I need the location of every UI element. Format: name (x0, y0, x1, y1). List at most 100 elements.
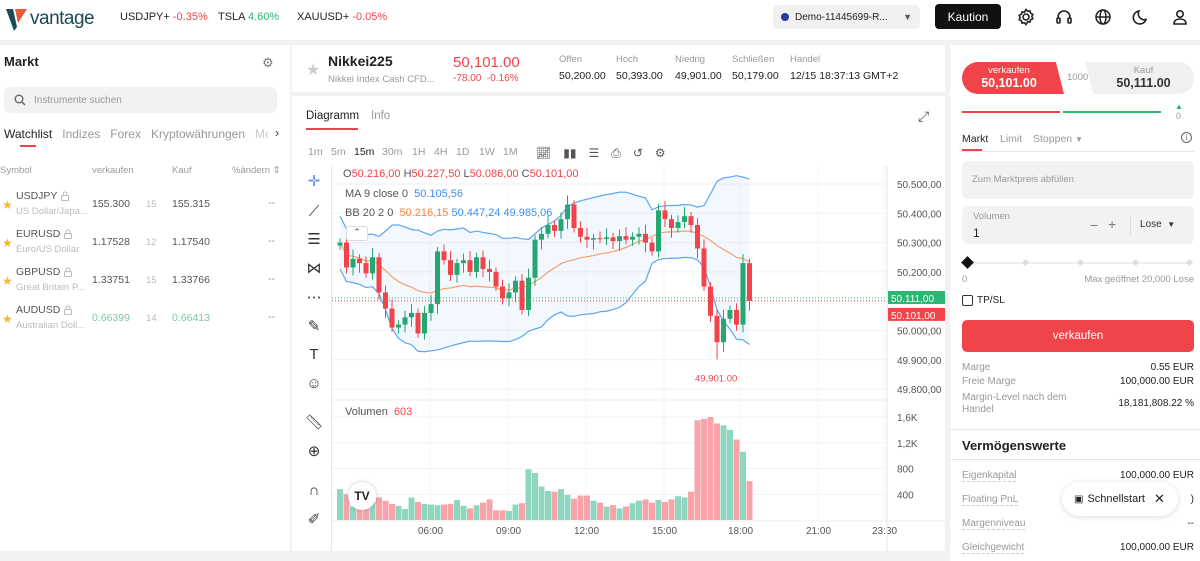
stat-value: 49,901.00 (675, 70, 722, 82)
volume-bar (512, 504, 519, 520)
price-input[interactable]: Zum Marktpreis abfüllen (962, 161, 1194, 199)
instrument-search-input[interactable]: Instrumente suchen (4, 87, 277, 113)
unit-select[interactable]: Lose ▼ (1140, 219, 1175, 230)
symbol-desc: Australian Doll... (16, 320, 86, 331)
crosshair-icon[interactable]: ✛ (307, 173, 321, 190)
minus-button[interactable]: − (1090, 217, 1099, 233)
candle (669, 219, 674, 228)
volume-bar (733, 439, 740, 520)
brush-icon[interactable]: ✎ (307, 318, 321, 335)
chevron-right-icon[interactable]: › (270, 125, 284, 140)
horizontal-lines-icon[interactable]: ☰ (307, 231, 321, 248)
volume-input[interactable]: 1 (973, 226, 980, 240)
pattern-icon[interactable]: ⋈ (306, 260, 322, 277)
candle (500, 286, 505, 299)
assets-title: Vermögenswerte (962, 438, 1067, 453)
tab-krypto[interactable]: Kryptowährungen (150, 127, 246, 141)
timeframe-1m[interactable]: 1m (308, 146, 323, 158)
close-icon[interactable]: ✕ (1153, 491, 1165, 506)
magnet-icon[interactable]: ∩ (308, 481, 320, 499)
timeframe-4H[interactable]: 4H (434, 146, 448, 158)
tab-diagramm[interactable]: Diagramm (306, 110, 360, 122)
tab-info[interactable]: Info (371, 110, 391, 122)
fib-icon[interactable]: ⋯ (306, 289, 322, 306)
tradingview-logo[interactable]: TV (348, 482, 376, 510)
ruler-icon[interactable]: 📏︎ (304, 414, 324, 431)
trendline-icon[interactable]: ⟋ (308, 202, 320, 220)
list-icon[interactable]: ☰ (588, 146, 600, 160)
favorite-star-icon[interactable]: ★ (2, 274, 13, 288)
price-chart[interactable]: 50.500,00 50.400,00 50.300,00 50.200,00 50.0… (332, 166, 945, 551)
candle-type-icon[interactable]: ▮▮ (563, 146, 577, 160)
tab-forex[interactable]: Forex (110, 127, 141, 141)
tab-markt[interactable]: Markt (962, 133, 989, 145)
ticker-xauusd[interactable]: XAUUSD+ -0.05% (297, 11, 387, 23)
zoom-in-icon[interactable]: ⊕ (307, 443, 321, 460)
timeframe-15m[interactable]: 15m (354, 146, 375, 158)
undo-icon[interactable]: ↺ (632, 146, 643, 160)
buy-price-button[interactable]: Kauf 50,111.00 (1085, 62, 1194, 94)
candle (591, 238, 596, 240)
ma-legend[interactable]: MA 9 close 0 50.105,56 (345, 188, 463, 200)
favorite-star-icon[interactable]: ★ (306, 62, 321, 79)
moon-icon[interactable] (1129, 5, 1153, 29)
quickstart-popup[interactable]: ▣ Schnellstart ✕ (1062, 482, 1178, 516)
symbol: GBPUSD (16, 266, 61, 278)
lock-draw-icon[interactable]: ✐ (307, 511, 321, 528)
timeframe-1W[interactable]: 1W (479, 146, 495, 158)
user-icon[interactable] (1168, 5, 1192, 29)
collapse-legend-button[interactable]: ⌃ (346, 226, 368, 241)
spread: 15 (146, 275, 157, 286)
asset-value: -- (1187, 518, 1194, 529)
brand-logo[interactable]: vantage (6, 7, 95, 31)
watchlist-row[interactable]: ★ USDJPY US Dollar/Japa... 155.300 15 15… (0, 185, 290, 223)
price-tick: 50.500,00 (897, 180, 942, 191)
submit-sell-button[interactable]: verkaufen (962, 320, 1194, 352)
tab-stoppen[interactable]: Stoppen ▼ (1033, 133, 1083, 145)
timeframe-1M[interactable]: 1M (503, 146, 518, 158)
favorite-star-icon[interactable]: ★ (2, 236, 13, 250)
sell-sentiment-bar (962, 111, 1060, 113)
market-panel: Markt ⚙ Instrumente suchen Watchlist Ind… (0, 45, 290, 551)
triangle-up-icon: ▲ (1175, 102, 1183, 111)
ticker-tsla[interactable]: TSLA 4.60% (218, 11, 279, 23)
tpsl-checkbox[interactable] (962, 295, 973, 306)
col-change[interactable]: %ändern ⇕ (232, 165, 281, 176)
favorite-star-icon[interactable]: ★ (2, 198, 13, 212)
sell-price: 50,101.00 (981, 76, 1037, 90)
timeframe-1H[interactable]: 1H (412, 146, 426, 158)
volume-bar (434, 505, 441, 520)
tab-indizes[interactable]: Indizes (62, 127, 101, 141)
volume-bar (376, 497, 382, 520)
timeframe-30m[interactable]: 30m (382, 146, 403, 158)
chart-settings-icon[interactable]: ⚙ (654, 146, 666, 160)
text-icon[interactable]: T (309, 345, 319, 363)
tab-more[interactable]: Me (255, 127, 268, 141)
timeframe-1D[interactable]: 1D (456, 146, 470, 158)
timeframe-5m[interactable]: 5m (331, 146, 346, 158)
watchlist-row[interactable]: ★ EURUSD Euro/US Dollar 1.17528 12 1.175… (0, 223, 290, 261)
headset-icon[interactable] (1052, 5, 1076, 29)
deposit-button[interactable]: Kaution (935, 4, 1001, 29)
ticker-usdjpy[interactable]: USDJPY+ -0.35% (120, 11, 208, 23)
tab-limit[interactable]: Limit (1000, 133, 1023, 145)
sell-price-button[interactable]: verkaufen 50,101.00 (962, 62, 1064, 94)
account-select[interactable]: Demo-11445699-R... ▼ (773, 5, 920, 29)
indicators-icon[interactable]: 📈︎ (536, 146, 552, 160)
favorite-star-icon[interactable]: ★ (2, 312, 13, 326)
expand-icon[interactable]: ⤢ (918, 108, 930, 124)
tab-watchlist[interactable]: Watchlist (4, 127, 53, 141)
market-settings-gear-icon[interactable]: ⚙ (262, 55, 274, 70)
plus-button[interactable]: + (1108, 216, 1117, 232)
bb-legend[interactable]: BB 20 2 0 50.216,15 50.447,24 49.985,06 (345, 207, 552, 219)
gear-icon[interactable] (1014, 5, 1038, 29)
info-icon[interactable]: i (1181, 132, 1192, 143)
slider-max: Max geöffnet 20,000 Lose (1084, 274, 1194, 285)
chart-toolbar: 📈︎ ▮▮ ☰ ⎙ ↺ ⚙ (536, 146, 666, 161)
bb-upper-line (339, 175, 750, 240)
globe-icon[interactable] (1091, 5, 1115, 29)
watchlist-row[interactable]: ★ GBPUSD Great Britain P... 1.33751 15 1… (0, 261, 290, 299)
camera-icon[interactable]: ⎙ (611, 146, 621, 160)
emoji-icon[interactable]: ☺ (306, 374, 322, 392)
watchlist-row[interactable]: ★ AUDUSD Australian Doll... 0.66399 14 0… (0, 299, 290, 337)
